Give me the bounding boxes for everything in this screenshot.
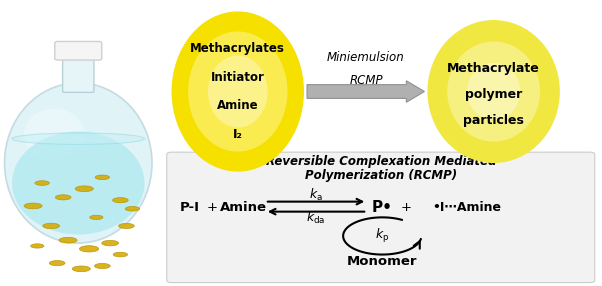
Ellipse shape xyxy=(119,223,134,229)
Text: Reversible Complexation Mediated: Reversible Complexation Mediated xyxy=(266,155,496,168)
Ellipse shape xyxy=(95,263,110,269)
Text: Miniemulsion: Miniemulsion xyxy=(327,51,405,64)
Ellipse shape xyxy=(113,252,128,257)
Ellipse shape xyxy=(75,186,93,192)
Ellipse shape xyxy=(12,133,144,144)
Ellipse shape xyxy=(427,20,560,163)
Ellipse shape xyxy=(113,198,128,203)
Ellipse shape xyxy=(172,11,304,172)
Text: +: + xyxy=(401,201,412,214)
FancyBboxPatch shape xyxy=(167,152,595,283)
Text: $k_{\rm p}$: $k_{\rm p}$ xyxy=(375,227,389,245)
FancyBboxPatch shape xyxy=(63,56,94,92)
Ellipse shape xyxy=(447,41,540,142)
Ellipse shape xyxy=(72,266,90,272)
Text: $k_{\rm da}$: $k_{\rm da}$ xyxy=(306,210,326,226)
Text: •I⋯Amine: •I⋯Amine xyxy=(432,201,501,214)
Ellipse shape xyxy=(49,261,65,266)
Ellipse shape xyxy=(188,31,287,152)
Text: +: + xyxy=(207,201,218,214)
Text: Methacrylate: Methacrylate xyxy=(447,62,540,75)
Ellipse shape xyxy=(55,195,71,200)
Ellipse shape xyxy=(208,55,267,128)
Text: polymer: polymer xyxy=(465,88,523,101)
Text: Polymerization (RCMP): Polymerization (RCMP) xyxy=(305,169,457,182)
Text: particles: particles xyxy=(463,114,524,127)
Ellipse shape xyxy=(95,175,110,180)
Ellipse shape xyxy=(102,240,119,246)
Text: P•: P• xyxy=(372,200,393,215)
Ellipse shape xyxy=(43,223,60,229)
Text: $k_{\rm a}$: $k_{\rm a}$ xyxy=(309,187,323,203)
Ellipse shape xyxy=(125,206,140,211)
Ellipse shape xyxy=(31,244,44,248)
Text: Amine: Amine xyxy=(217,99,259,112)
Text: Monomer: Monomer xyxy=(347,255,418,268)
Ellipse shape xyxy=(79,246,99,252)
Text: P-I: P-I xyxy=(179,201,200,214)
Ellipse shape xyxy=(35,181,49,185)
FancyArrow shape xyxy=(307,81,424,102)
Text: Methacrylates: Methacrylates xyxy=(190,42,285,55)
Text: RCMP: RCMP xyxy=(349,74,383,87)
Ellipse shape xyxy=(12,132,144,235)
Ellipse shape xyxy=(90,215,103,220)
Ellipse shape xyxy=(24,203,42,209)
Ellipse shape xyxy=(467,63,520,120)
Text: Initiator: Initiator xyxy=(211,71,265,84)
Ellipse shape xyxy=(59,237,77,243)
Ellipse shape xyxy=(5,83,152,243)
Text: I₂: I₂ xyxy=(233,128,243,141)
Text: Amine: Amine xyxy=(220,201,267,214)
FancyBboxPatch shape xyxy=(55,41,102,60)
Ellipse shape xyxy=(24,109,84,160)
